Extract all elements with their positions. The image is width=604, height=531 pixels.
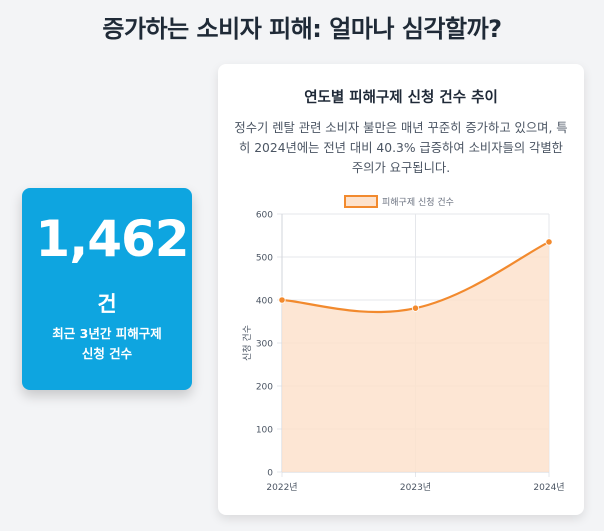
y-tick-label: 300 [256,340,273,350]
y-tick-label: 500 [256,254,273,264]
y-tick-label: 600 [256,211,273,221]
chart-title: 연도별 피해구제 신청 건수 추이 [304,90,498,106]
y-tick-label: 200 [256,383,273,393]
x-tick-label: 2022년 [266,482,297,493]
data-point [545,238,553,246]
stat-card: 1,462 건 최근 3년간 피해구제 신청 건수 [22,188,192,390]
data-point [411,304,420,312]
page-title: 증가하는 소비자 피해: 얼마나 심각할까? [102,15,502,43]
legend-swatch [344,195,378,208]
data-point [278,296,286,304]
x-tick-label: 2024년 [533,482,564,493]
legend-label: 피해구제 신청 건수 [382,197,454,208]
series-area [282,241,549,472]
chart-card: 연도별 피해구제 신청 건수 추이 정수기 렌탈 관련 소비자 불만은 매년 꾸… [218,64,584,515]
y-axis-label: 신청 건수 [242,325,253,361]
y-tick-label: 400 [256,297,273,307]
line-chart: 0 100 200 300 400 500 600 2022년 2023년 2024년 신청 건수 피… [242,195,565,493]
x-tick-label: 2023년 [400,482,431,493]
y-tick-label: 100 [256,426,273,436]
stat-number: 1,462 [35,210,189,268]
y-tick-label: 0 [267,469,273,479]
stat-caption: 최근 3년간 피해구제 신청 건수 [52,326,162,361]
stat-unit: 건 [97,292,117,316]
chart-description: 정수기 렌탈 관련 소비자 불만은 매년 꾸준히 증가하고 있으며, 특히 20… [234,121,568,175]
